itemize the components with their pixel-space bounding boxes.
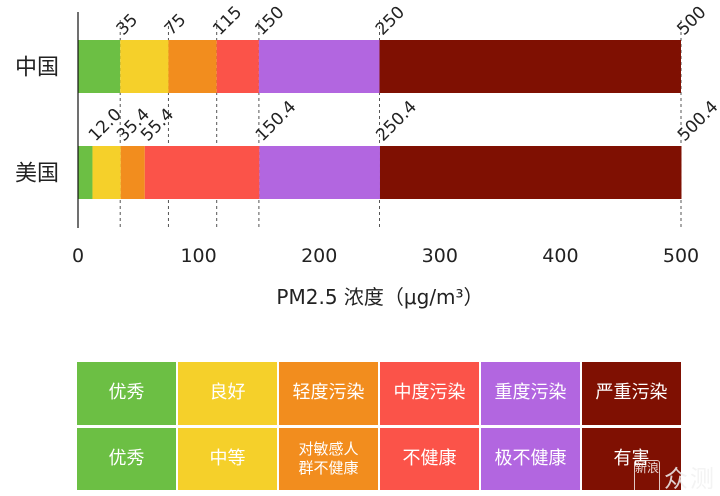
legend-us-1: 中等 <box>178 427 277 490</box>
bar-segment-0-1 <box>120 40 169 93</box>
x-axis-ticks: 0 100 200 300 400 500 <box>72 245 699 267</box>
bar-segment-1-4 <box>259 146 380 199</box>
legend-china-3: 中度污染 <box>380 362 479 425</box>
legend-china-1: 良好 <box>178 362 277 425</box>
x-tick-label-2: 200 <box>301 245 337 267</box>
category-label-1: 美国 <box>15 162 59 187</box>
category-label-0: 中国 <box>15 56 59 81</box>
breakpoint-label-0-5: 500 <box>673 2 710 39</box>
x-tick-label-4: 400 <box>542 245 578 267</box>
legend-china-0: 优秀 <box>77 362 176 425</box>
bar-segment-0-4 <box>258 40 380 93</box>
breakpoint-label-0-4: 250 <box>372 2 409 39</box>
bar-segment-0-2 <box>168 40 217 93</box>
bar-segment-1-5 <box>379 146 682 199</box>
breakpoint-label-0-1: 75 <box>161 10 190 39</box>
bar-segment-0-0 <box>78 40 121 93</box>
watermark-text: 众测 <box>664 465 716 493</box>
bars <box>78 40 682 199</box>
bar-segment-1-3 <box>144 146 260 199</box>
legend-china-4: 重度污染 <box>481 362 580 425</box>
breakpoint-label-0-0: 35 <box>113 10 142 39</box>
bar-segment-1-0 <box>78 146 93 199</box>
legend-us-3: 不健康 <box>380 427 479 490</box>
legend-china-5: 严重污染 <box>582 362 681 425</box>
breakpoint-label-0-2: 115 <box>209 2 246 39</box>
legend-us-5: 有害 <box>582 427 681 490</box>
legend-us-2: 对敏感人群不健康 <box>279 427 378 490</box>
watermark: 新浪 众测 <box>634 459 716 494</box>
bar-segment-0-3 <box>216 40 259 93</box>
x-tick-label-1: 100 <box>180 245 216 267</box>
legend-us-0: 优秀 <box>77 427 176 490</box>
x-tick-label-0: 0 <box>72 245 84 267</box>
x-tick-label-3: 300 <box>422 245 458 267</box>
bar-segment-1-2 <box>120 146 145 199</box>
legend-us-4: 极不健康 <box>481 427 580 490</box>
x-axis-label: PM2.5 浓度（μg/m³） <box>276 285 483 309</box>
legend-china-2: 轻度污染 <box>279 362 378 425</box>
bar-segment-1-1 <box>92 146 121 199</box>
watermark-logo: 新浪 <box>634 459 660 494</box>
bar-segment-0-5 <box>379 40 681 93</box>
pollution-level-legend: 优秀 良好 轻度污染 中度污染 重度污染 严重污染 优秀 中等 对敏感人群不健康… <box>77 362 681 490</box>
breakpoint-label-0-3: 150 <box>251 2 288 39</box>
x-tick-label-5: 500 <box>663 245 699 267</box>
